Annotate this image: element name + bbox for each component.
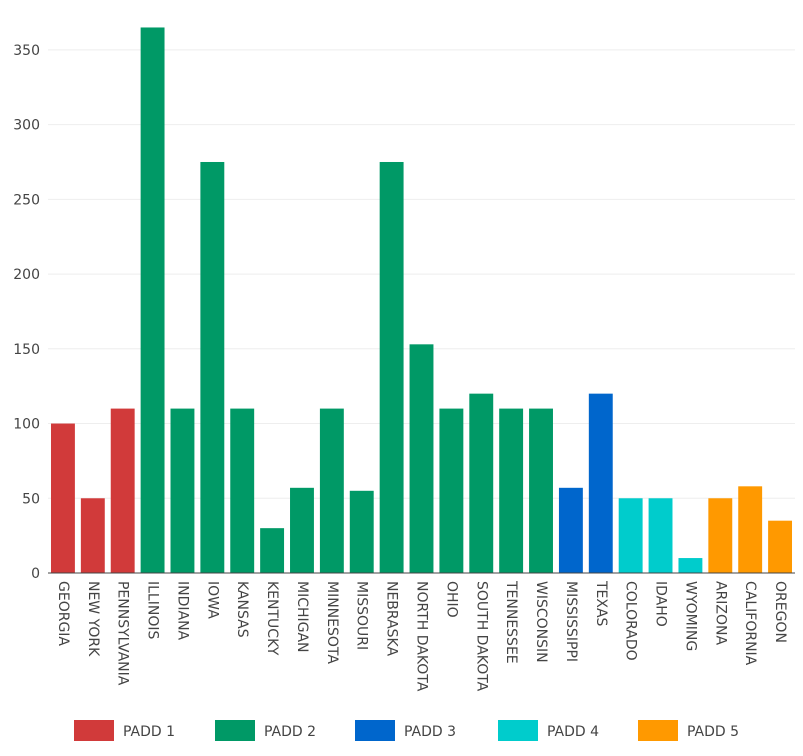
bar-kansas[interactable]	[230, 408, 255, 573]
legend-item-padd-3[interactable]: PADD 3	[355, 720, 456, 741]
bar-pennsylvania[interactable]	[110, 408, 135, 573]
legend-swatch	[638, 720, 678, 741]
y-tick-label: 200	[13, 267, 40, 283]
legend-item-padd-4[interactable]: PADD 4	[498, 720, 599, 741]
x-tick-label: CALIFORNIA	[742, 581, 758, 666]
bar-new-york[interactable]	[80, 498, 105, 573]
x-axis-ticks: GEORGIA NEW YORK PENNSYLVANIA ILLINOIS INDIA…	[55, 580, 788, 692]
bar-minnesota[interactable]	[319, 408, 344, 573]
bar-texas[interactable]	[588, 393, 613, 573]
y-tick-label: 250	[13, 192, 40, 208]
legend-label: PADD 3	[404, 724, 456, 740]
bar-south-dakota[interactable]	[469, 393, 494, 573]
legend-swatch	[215, 720, 255, 741]
x-tick-label: ILLINOIS	[145, 581, 161, 639]
bar-missouri[interactable]	[349, 490, 374, 573]
bars	[50, 27, 793, 574]
bar-iowa[interactable]	[200, 161, 225, 573]
x-tick-label: MINNESOTA	[324, 581, 340, 664]
x-tick-label: OHIO	[443, 581, 459, 618]
x-tick-label: NEBRASKA	[384, 581, 400, 656]
y-tick-label: 100	[13, 417, 40, 433]
x-tick-label: NORTH DAKOTA	[414, 581, 430, 692]
bar-california[interactable]	[738, 486, 763, 573]
bar-nebraska[interactable]	[379, 161, 404, 573]
x-tick-label: INDIANA	[174, 581, 190, 641]
legend-label: PADD 2	[264, 724, 316, 740]
y-tick-label: 150	[13, 342, 40, 358]
bar-north-dakota[interactable]	[409, 344, 434, 573]
x-tick-label: MISSISSIPPI	[563, 581, 579, 662]
x-tick-label: WISCONSIN	[533, 581, 549, 663]
bar-kentucky[interactable]	[260, 528, 285, 573]
legend-item-padd-2[interactable]: PADD 2	[215, 720, 316, 741]
legend-swatch	[498, 720, 538, 741]
x-tick-label: OREGON	[772, 581, 788, 643]
y-tick-label: 50	[22, 491, 40, 507]
legend-item-padd-5[interactable]: PADD 5	[638, 720, 739, 741]
x-tick-label: PENNSYLVANIA	[115, 581, 131, 686]
y-axis-ticks: 0 50 100 150 200 250 300 350	[13, 43, 40, 582]
x-tick-label: GEORGIA	[55, 581, 71, 646]
bar-illinois[interactable]	[140, 27, 165, 574]
x-tick-label: KENTUCKY	[264, 581, 280, 656]
legend-label: PADD 4	[547, 724, 599, 740]
bar-georgia[interactable]	[50, 423, 75, 573]
x-tick-label: KANSAS	[234, 581, 250, 638]
bar-tennessee[interactable]	[499, 408, 524, 573]
x-tick-label: ARIZONA	[712, 581, 728, 646]
bar-indiana[interactable]	[170, 408, 195, 573]
bar-wisconsin[interactable]	[529, 408, 553, 573]
x-tick-label: TEXAS	[593, 580, 609, 627]
bar-idaho[interactable]	[648, 498, 673, 573]
bar-colorado[interactable]	[618, 498, 643, 573]
bar-ohio[interactable]	[439, 408, 464, 573]
x-tick-label: IDAHO	[653, 581, 669, 627]
bar-wyoming[interactable]	[678, 558, 703, 573]
x-tick-label: MICHIGAN	[294, 581, 310, 653]
y-tick-label: 350	[13, 43, 40, 59]
x-tick-label: TENNESSEE	[503, 580, 519, 664]
x-tick-label: MISSOURI	[354, 581, 370, 650]
x-tick-label: SOUTH DAKOTA	[473, 581, 489, 692]
x-tick-label: COLORADO	[623, 581, 639, 661]
bar-michigan[interactable]	[290, 487, 314, 573]
legend[interactable]: PADD 1 PADD 2 PADD 3 PADD 4 PADD 5	[74, 720, 739, 741]
legend-swatch	[355, 720, 395, 741]
x-tick-label: NEW YORK	[85, 581, 101, 657]
y-tick-label: 0	[31, 566, 40, 582]
bar-mississippi[interactable]	[558, 487, 583, 573]
x-tick-label: WYOMING	[682, 581, 698, 651]
x-tick-label: IOWA	[204, 581, 220, 619]
legend-label: PADD 5	[687, 724, 739, 740]
legend-item-padd-1[interactable]: PADD 1	[74, 720, 175, 741]
legend-label: PADD 1	[123, 724, 175, 740]
y-tick-label: 300	[13, 118, 40, 134]
bar-oregon[interactable]	[768, 520, 793, 573]
legend-swatch	[74, 720, 114, 741]
bar-arizona[interactable]	[708, 498, 733, 573]
